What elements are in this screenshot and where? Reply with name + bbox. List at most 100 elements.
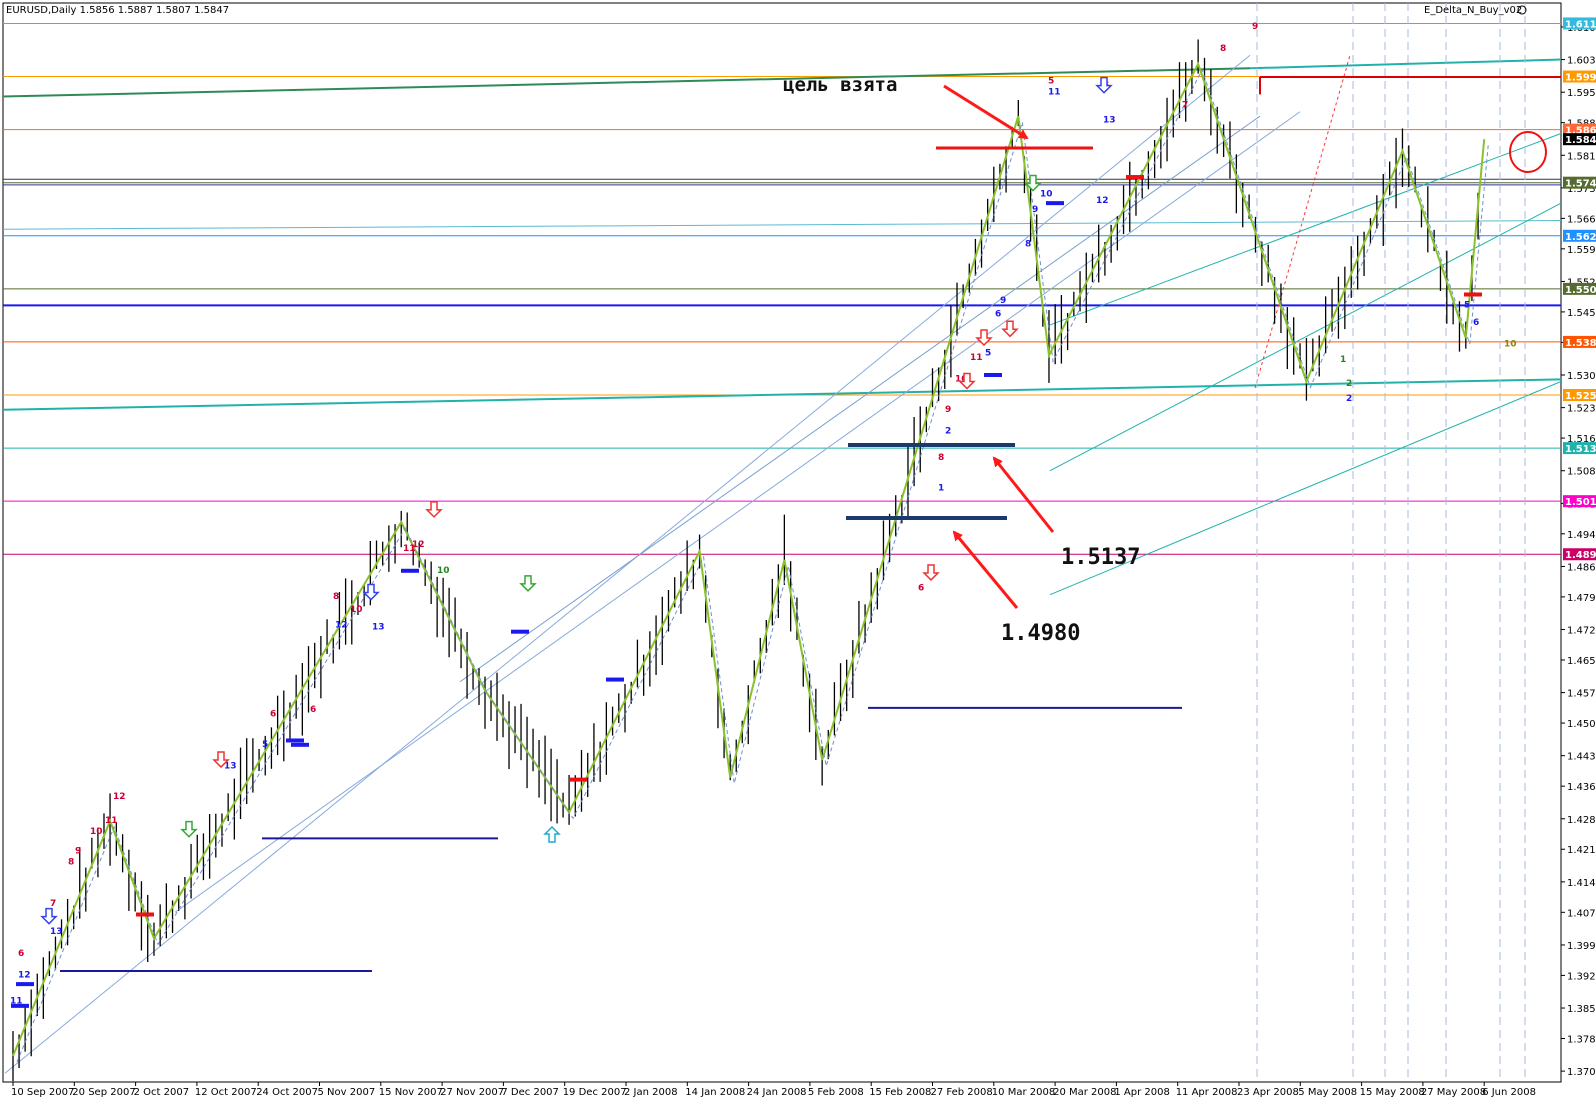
y-tick-label: 1.5085 [1567,467,1596,478]
level-marker [291,742,309,747]
x-tick-label: 23 Apr 2008 [1237,1087,1299,1098]
level-marker [286,738,304,743]
price-label-box [1563,282,1596,295]
trend-line [1049,202,1562,472]
count-number: 6 [995,309,1001,319]
level-marker [1126,175,1144,180]
y-tick-label: 1.4070 [1567,908,1596,919]
level-marker [984,372,1002,377]
count-number: 6 [1473,318,1479,328]
trend-line [1049,381,1562,596]
x-tick-label: 1 Apr 2008 [1114,1087,1169,1098]
count-number: 11 [970,353,983,363]
trend-line [1249,58,1562,70]
arrow-down-icon [212,751,230,769]
level-marker [16,982,34,987]
count-number: 6 [918,583,924,593]
count-number: 7 [50,899,56,909]
y-tick-label: 1.3780 [1567,1034,1596,1045]
annotation-label: 1.4980 [1001,621,1080,646]
arrow-down-icon [40,907,58,925]
count-number: 13 [1103,116,1116,126]
level-marker [606,677,624,682]
level-marker [569,777,587,782]
price-label: 1.5015 [1565,497,1596,508]
y-tick-label: 1.4865 [1567,562,1596,573]
arrow-down-icon [425,501,443,518]
level-marker [1464,292,1482,297]
price-label-box [1563,133,1596,146]
count-number: 1 [938,483,944,493]
y-tick-label: 1.5450 [1567,308,1596,319]
smiley-icon [1517,5,1527,15]
count-number: 12 [412,540,425,550]
count-number: 8 [333,592,339,602]
count-number: 12 [113,792,126,802]
count-number: 10 [1504,340,1517,350]
count-number: 6 [310,705,316,715]
trend-line [4,54,1251,1074]
y-tick-label: 1.4575 [1567,689,1596,700]
trend-line [2,378,1562,411]
price-label: 1.5137 [1565,444,1596,455]
level-marker [136,912,154,917]
count-number: 2 [945,427,951,437]
y-tick-label: 1.6030 [1567,56,1596,67]
x-tick-label: 24 Jan 2008 [747,1087,807,1098]
count-number: 13 [372,623,385,633]
x-tick-label: 5 Feb 2008 [808,1087,864,1098]
count-number: 12 [335,620,348,630]
count-number: 6 [270,710,276,720]
count-number: 6 [18,949,24,959]
y-tick-label: 1.5230 [1567,404,1596,415]
count-number: 9 [1252,22,1258,32]
arrow-down-icon [1095,76,1113,94]
count-number: 10 [1040,190,1053,200]
trend-line [2,220,1562,230]
price-label-box [1563,176,1596,189]
zigzag-dashed-line [16,68,1489,1063]
level-marker [11,1003,29,1008]
price-label-box [1563,495,1596,508]
y-tick-label: 1.5955 [1567,88,1596,99]
price-label: 1.5259 [1565,391,1596,402]
x-tick-label: 24 Oct 2007 [256,1087,318,1098]
annotation-label: 1.5137 [1061,545,1140,570]
y-tick-label: 1.4650 [1567,656,1596,667]
arrow-down-icon [958,372,976,390]
count-number: 10 [350,605,363,615]
annotation-arrow-1-5137 [992,456,1055,533]
count-number: 9 [75,847,81,857]
arrow-down-icon [519,575,537,592]
y-tick-label: 1.4360 [1567,782,1596,793]
count-number: 2 [1346,379,1352,389]
x-tick-label: 5 Nov 2007 [318,1087,376,1098]
x-tick-label: 20 Sep 2007 [72,1087,135,1098]
y-tick-label: 1.5160 [1567,434,1596,445]
arrow-up-icon [543,825,561,843]
arrow-down-icon [975,329,993,347]
level-marker [511,629,529,634]
x-tick-label: 15 Nov 2007 [379,1087,443,1098]
count-number: 8 [1220,44,1226,54]
count-number: 1 [1340,355,1346,365]
price-label-box [1563,335,1596,348]
price-label: 1.5869 [1565,126,1596,137]
arrow-down-icon [1001,320,1019,338]
price-label-box [1563,229,1596,242]
count-number: 9 [945,405,951,415]
x-tick-label: 2 Oct 2007 [134,1087,189,1098]
count-number: 11 [105,816,118,826]
count-number: 10 [90,827,103,837]
count-number: 13 [50,927,63,937]
y-tick-label: 1.3705 [1567,1067,1596,1078]
count-number: 12 [18,971,31,981]
count-number: 5 [1464,301,1470,311]
x-tick-label: 19 Dec 2007 [563,1087,627,1098]
y-tick-label: 1.3850 [1567,1004,1596,1015]
price-label: 1.5847 [1565,135,1596,146]
